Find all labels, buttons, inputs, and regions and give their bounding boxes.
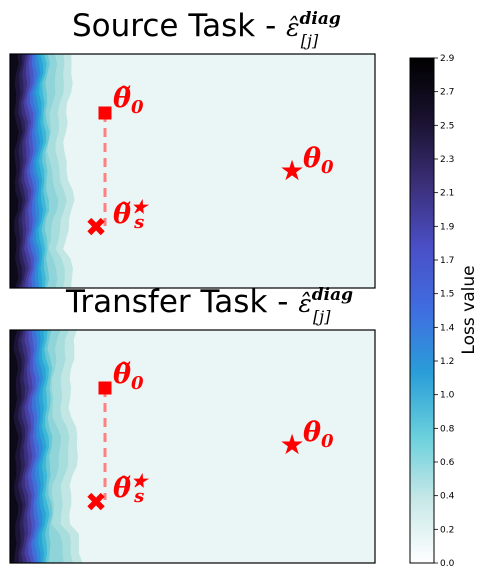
source-task-title: Source Task - ε̂diag [j] <box>72 8 341 50</box>
source-optimum-x-marker: ✖ <box>85 213 107 243</box>
source-plot-frame <box>9 53 376 289</box>
source-init-square-marker <box>98 106 112 120</box>
source-target-star-marker: ★ <box>279 154 304 187</box>
source-init-label: θ̃0 <box>113 83 144 118</box>
colorbar-tick-label: 1.2 <box>440 357 454 367</box>
colorbar-tick-label: 2.9 <box>440 54 455 64</box>
colorbar: 0.0 0.2 0.4 0.6 0.8 1.0 1.2 1.4 1.5 1.7 1.9 2.1 2.3 2… <box>409 54 479 569</box>
transfer-optimum-label-superscript: ★ <box>131 471 150 492</box>
loss-contour-band <box>10 54 19 288</box>
transfer-init-label: θ̃0 <box>113 359 144 394</box>
transfer-loss-heatmap <box>10 330 375 563</box>
transfer-init-square-marker <box>98 381 112 395</box>
transfer-target-label-subscript: 0 <box>321 431 334 452</box>
transfer-title-symbol: ε̂ <box>298 289 311 318</box>
colorbar-label: Loss value <box>459 265 479 354</box>
source-optimum-label-superscript: ★ <box>131 197 150 218</box>
transfer-title-subscript: [j] <box>313 307 331 326</box>
transfer-target-star-marker: ★ <box>279 428 304 461</box>
colorbar-tick-label: 1.7 <box>440 256 454 266</box>
colorbar-tick-label: 0.4 <box>440 492 455 502</box>
transfer-plot-frame <box>9 329 376 564</box>
colorbar-tick-label: 1.9 <box>440 222 455 232</box>
colorbar-tick-label: 1.5 <box>440 290 454 300</box>
source-title-superscript: diag <box>300 9 341 29</box>
source-optimum-label: θ̃★ s <box>113 197 150 233</box>
source-optimum-label-symbol: θ̃ <box>113 199 131 230</box>
source-init-label-symbol: θ̃ <box>113 83 131 114</box>
source-title-prefix: Source Task - <box>72 8 286 44</box>
source-target-label: θ0 <box>303 143 334 178</box>
transfer-optimum-label-symbol: θ̃ <box>113 473 131 504</box>
transfer-target-label-symbol: θ <box>303 417 321 448</box>
source-target-label-subscript: 0 <box>321 157 334 178</box>
transfer-optimum-label-subscript: s <box>133 486 144 507</box>
colorbar-tick-label: 0.2 <box>440 525 454 535</box>
colorbar-frame <box>409 57 435 564</box>
transfer-target-label: θ0 <box>303 417 334 452</box>
colorbar-tick-label: 0.6 <box>440 458 455 468</box>
colorbar-tick-label: 2.7 <box>440 88 454 98</box>
transfer-task-panel: Transfer Task - ε̂diag [j] ✖ ★ θ̃0 θ̃★ s θ… <box>9 284 376 564</box>
source-init-label-subscript: 0 <box>131 97 144 118</box>
source-task-panel: Source Task - ε̂diag [j] ✖ ★ θ̃0 θ̃★ s θ0 <box>9 8 376 289</box>
transfer-optimum-label: θ̃★ s <box>113 471 150 507</box>
colorbar-tick-label: 0.8 <box>440 424 455 434</box>
colorbar-tick-label: 2.5 <box>440 121 454 131</box>
colorbar-tick-label: 2.1 <box>440 189 454 199</box>
colorbar-ticks: 0.0 0.2 0.4 0.6 0.8 1.0 1.2 1.4 1.5 1.7 1.9 2.1 2.3 2… <box>434 54 455 569</box>
source-title-subscript: [j] <box>301 31 319 50</box>
transfer-init-label-subscript: 0 <box>131 373 144 394</box>
colorbar-tick-label: 0.0 <box>440 559 455 569</box>
transfer-task-title: Transfer Task - ε̂diag [j] <box>65 284 353 326</box>
source-title-symbol: ε̂ <box>286 13 299 42</box>
transfer-title-superscript: diag <box>312 285 353 305</box>
transfer-title-prefix: Transfer Task - <box>65 284 298 320</box>
source-optimum-label-subscript: s <box>133 212 144 233</box>
transfer-init-label-symbol: θ̃ <box>113 359 131 390</box>
transfer-optimum-x-marker: ✖ <box>85 488 107 518</box>
colorbar-tick-label: 1.4 <box>440 323 455 333</box>
colorbar-tick-label: 2.3 <box>440 155 454 165</box>
source-loss-heatmap <box>10 54 375 288</box>
source-target-label-symbol: θ <box>303 143 321 174</box>
colorbar-strip <box>410 58 434 563</box>
loss-contour-band <box>10 330 19 563</box>
colorbar-tick-label: 1.0 <box>440 391 455 401</box>
